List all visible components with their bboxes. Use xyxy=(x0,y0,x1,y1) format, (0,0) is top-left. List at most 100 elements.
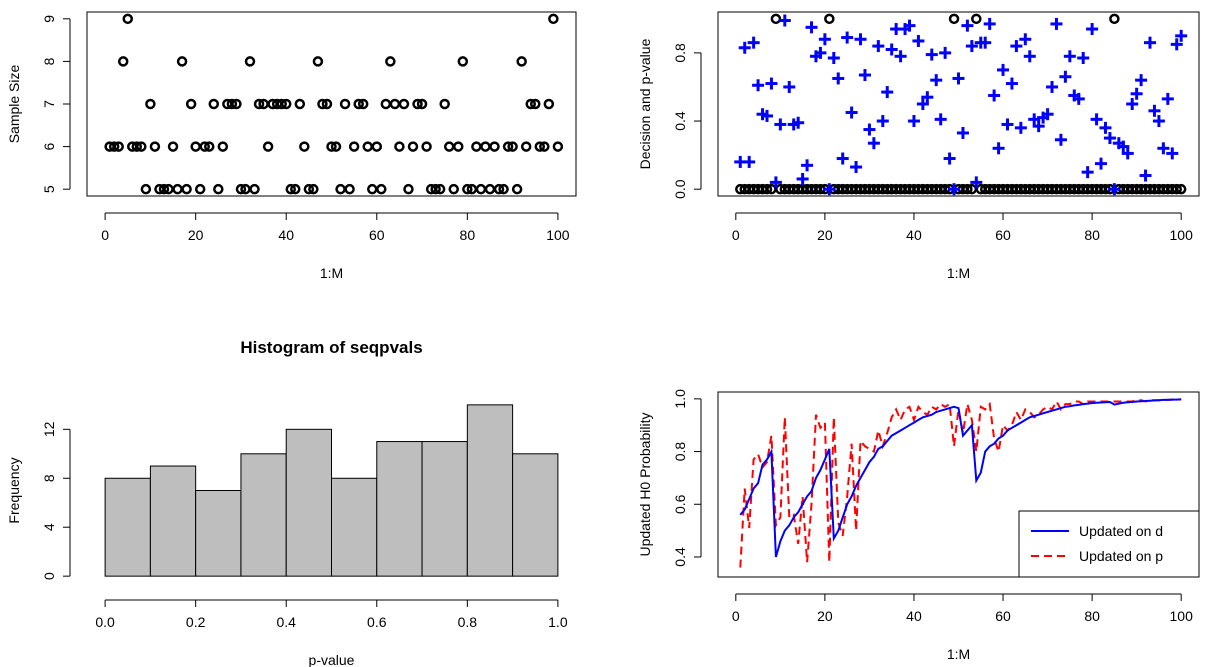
x-tick-label: 0.4 xyxy=(276,614,296,630)
histogram-bar xyxy=(331,477,378,577)
pvalue-point xyxy=(903,19,916,32)
data-point xyxy=(371,141,383,152)
pvalue-point xyxy=(778,14,791,27)
data-point xyxy=(140,183,152,195)
pvalue-point xyxy=(867,137,880,150)
data-point xyxy=(213,183,224,195)
pvalue-point xyxy=(1175,29,1188,42)
chart-sample-size: 0 20 40 60 80 100 1:M 5 6 7 8 9 Sample Size xyxy=(6,11,577,281)
data-point xyxy=(543,98,555,110)
data-point xyxy=(299,141,310,152)
pvalue-point xyxy=(1086,23,1099,36)
pvalue-point xyxy=(1063,50,1076,63)
pvalue-point xyxy=(894,50,907,63)
pvalue-point xyxy=(948,183,961,196)
data-point xyxy=(317,98,328,110)
plot-frame xyxy=(86,11,577,197)
data-point xyxy=(290,183,301,195)
data-point xyxy=(539,141,550,152)
data-point xyxy=(131,141,143,152)
data-point xyxy=(204,141,215,152)
chart-decision-pvalue: 0 20 40 60 80 100 1:M 0.0 0.4 0.8 Decision and p-v… xyxy=(637,11,1200,281)
data-point xyxy=(217,141,229,152)
x-tick-label: 40 xyxy=(278,227,294,243)
y-tick-label: 0.8 xyxy=(672,442,688,462)
x-axis-label: 1:M xyxy=(320,265,343,281)
data-point xyxy=(113,141,124,152)
data-point xyxy=(398,98,410,110)
data-point xyxy=(249,183,260,195)
y-tick-label: 0 xyxy=(41,572,57,580)
y-tick-label: 7 xyxy=(41,100,57,108)
data-point xyxy=(471,141,482,152)
data-point xyxy=(308,183,319,195)
pvalue-point xyxy=(885,43,898,56)
data-point xyxy=(453,141,464,152)
pvalue-point xyxy=(970,176,983,189)
histogram-bar xyxy=(512,453,559,577)
x-tick-label: 0 xyxy=(101,227,109,243)
pvalue-point xyxy=(836,152,849,165)
data-point xyxy=(480,141,491,152)
data-point xyxy=(122,13,133,25)
pvalue-point xyxy=(925,48,938,61)
y-tick-label: 0.4 xyxy=(672,547,688,567)
data-point xyxy=(394,141,405,152)
data-point xyxy=(226,98,238,110)
y-axis-label: Frequency xyxy=(6,457,22,523)
pvalue-point xyxy=(1077,52,1090,64)
data-point xyxy=(136,141,147,152)
pvalue-point xyxy=(1108,183,1121,196)
chart-histogram: 0.0 0.2 0.4 0.6 0.8 1.0 p-value 0 4 8 12 Frequency H… xyxy=(6,338,568,667)
x-tick-label: 1.0 xyxy=(548,614,568,630)
pvalue-point xyxy=(850,161,863,174)
data-point xyxy=(443,141,455,152)
data-point xyxy=(552,141,564,152)
pvalue-point xyxy=(1144,36,1157,49)
pvalue-point xyxy=(992,142,1005,155)
data-point xyxy=(353,98,364,110)
y-tick-label: 9 xyxy=(41,15,57,23)
data-point xyxy=(434,183,446,195)
decision-point xyxy=(770,13,782,25)
data-point xyxy=(412,98,423,110)
pvalue-point xyxy=(1157,142,1170,155)
data-point xyxy=(190,141,201,152)
data-point xyxy=(448,183,459,195)
histogram-bar xyxy=(376,441,423,577)
pvalue-point xyxy=(841,31,854,44)
data-point xyxy=(199,141,210,152)
x-axis-label: p-value xyxy=(309,652,355,667)
data-point xyxy=(430,183,441,195)
pvalue-point xyxy=(1046,80,1059,93)
plot-frame xyxy=(717,11,1200,197)
pvalue-point xyxy=(774,118,787,131)
data-point xyxy=(457,56,469,67)
pvalue-point xyxy=(1170,38,1183,51)
legend-label: Updated on d xyxy=(1079,523,1163,539)
x-tick-label: 0.0 xyxy=(95,614,115,630)
pvalue-point xyxy=(814,46,827,59)
data-point xyxy=(335,183,346,195)
x-tick-label: 20 xyxy=(817,608,833,624)
pvalue-point xyxy=(939,46,952,59)
x-tick-label: 60 xyxy=(369,227,385,243)
x-tick-label: 0 xyxy=(732,227,740,243)
y-tick-label: 5 xyxy=(41,185,57,193)
data-point xyxy=(421,141,432,152)
histogram-bar xyxy=(240,453,287,577)
data-point xyxy=(145,98,156,110)
pvalue-point xyxy=(1161,92,1174,105)
data-point xyxy=(385,56,396,67)
decision-point xyxy=(761,183,773,195)
pvalue-point xyxy=(1005,77,1018,90)
pvalue-point xyxy=(818,33,831,46)
pvalue-point xyxy=(983,17,996,30)
y-axis-label: Updated H0 Probability xyxy=(637,413,653,557)
pvalue-point xyxy=(801,159,814,172)
x-tick-label: 80 xyxy=(1084,608,1100,624)
pvalue-point xyxy=(1072,92,1085,105)
x-tick-label: 100 xyxy=(546,227,570,243)
pvalue-point xyxy=(876,115,889,128)
